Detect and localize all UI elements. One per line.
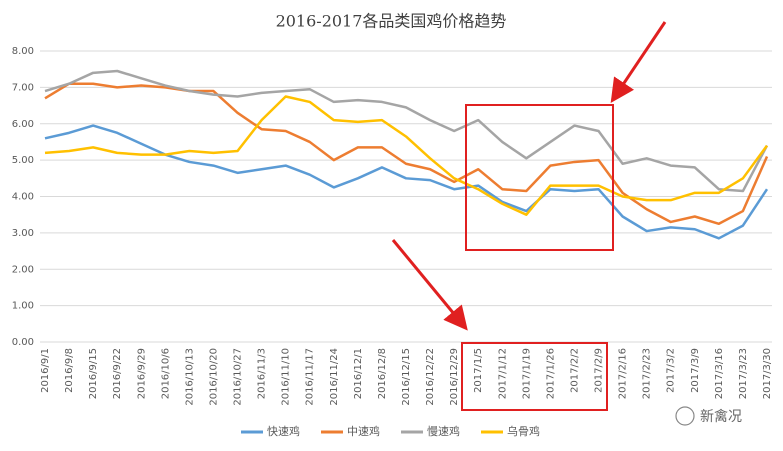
- x-tick-label: 2017/3/2: [666, 348, 677, 393]
- x-tick-label: 2016/10/27: [233, 348, 244, 406]
- chart-title: 2016-2017各品类国鸡价格趋势: [276, 12, 507, 31]
- x-tick-label: 2016/11/3: [257, 348, 268, 399]
- x-tick-label: 2016/10/20: [208, 348, 219, 406]
- x-tick-label: 2016/10/6: [160, 348, 171, 399]
- arrow: [610, 21, 667, 103]
- y-tick-label: 7.00: [12, 82, 34, 93]
- x-tick-label: 2017/1/5: [473, 348, 484, 393]
- x-tick-label: 2016/9/22: [112, 348, 123, 399]
- legend-label: 快速鸡: [267, 424, 300, 438]
- x-tick-label: 2017/2/23: [642, 348, 653, 399]
- x-tick-label: 2017/1/12: [497, 348, 508, 399]
- arrow: [391, 239, 468, 331]
- y-tick-label: 4.00: [12, 192, 34, 203]
- x-tick-label: 2016/11/24: [329, 348, 340, 406]
- x-tick-label: 2017/3/9: [690, 348, 701, 393]
- x-tick-label: 2016/9/8: [64, 348, 75, 393]
- highlight-box: [465, 104, 614, 251]
- y-tick-label: 8.00: [12, 46, 34, 57]
- watermark: 新禽况: [700, 408, 742, 425]
- series-line: [44, 124, 769, 240]
- x-tick-label: 2016/12/8: [377, 348, 388, 399]
- x-tick-label: 2016/12/1: [353, 348, 364, 399]
- plot-area: 0.00 1.00 2.00 3.00 4.00 5.00 6.00 7.00 8.00 2016…: [12, 46, 773, 438]
- x-tick-label: 2016/9/29: [136, 348, 147, 399]
- x-tick-label: 2016/9/1: [40, 348, 51, 393]
- x-tick-label: 2017/1/26: [545, 348, 556, 399]
- series-line: [44, 82, 769, 226]
- legend-label: 中速鸡: [347, 424, 380, 438]
- x-tick-label: 2017/3/23: [738, 348, 749, 399]
- highlight-box: [461, 342, 608, 411]
- legend-label: 乌骨鸡: [507, 424, 540, 438]
- x-tick-label: 2016/12/29: [449, 348, 460, 406]
- y-tick-label: 1.00: [12, 301, 34, 312]
- x-tick-label: 2016/10/13: [184, 348, 195, 406]
- x-tick-label: 2017/3/30: [762, 348, 773, 399]
- y-tick-label: 3.00: [12, 228, 34, 239]
- x-tick-label: 2016/11/10: [281, 348, 292, 406]
- y-tick-label: 2.00: [12, 264, 34, 275]
- x-tick-label: 2016/9/15: [88, 348, 99, 399]
- y-tick-label: 0.00: [12, 337, 34, 348]
- x-tick-label: 2017/1/19: [521, 348, 532, 399]
- x-tick-label: 2016/12/22: [425, 348, 436, 406]
- watermark-icon: [675, 406, 695, 426]
- y-tick-label: 5.00: [12, 155, 34, 166]
- x-tick-label: 2017/2/9: [594, 348, 605, 393]
- series-line: [44, 69, 769, 193]
- series-line: [44, 95, 769, 216]
- x-tick-label: 2017/3/16: [714, 348, 725, 399]
- x-tick-label: 2016/12/15: [401, 348, 412, 406]
- x-tick-label: 2017/2/2: [569, 348, 580, 393]
- x-tick-label: 2016/11/17: [305, 348, 316, 406]
- legend-label: 慢速鸡: [427, 424, 460, 438]
- y-tick-label: 6.00: [12, 119, 34, 130]
- x-tick-label: 2017/2/16: [618, 348, 629, 399]
